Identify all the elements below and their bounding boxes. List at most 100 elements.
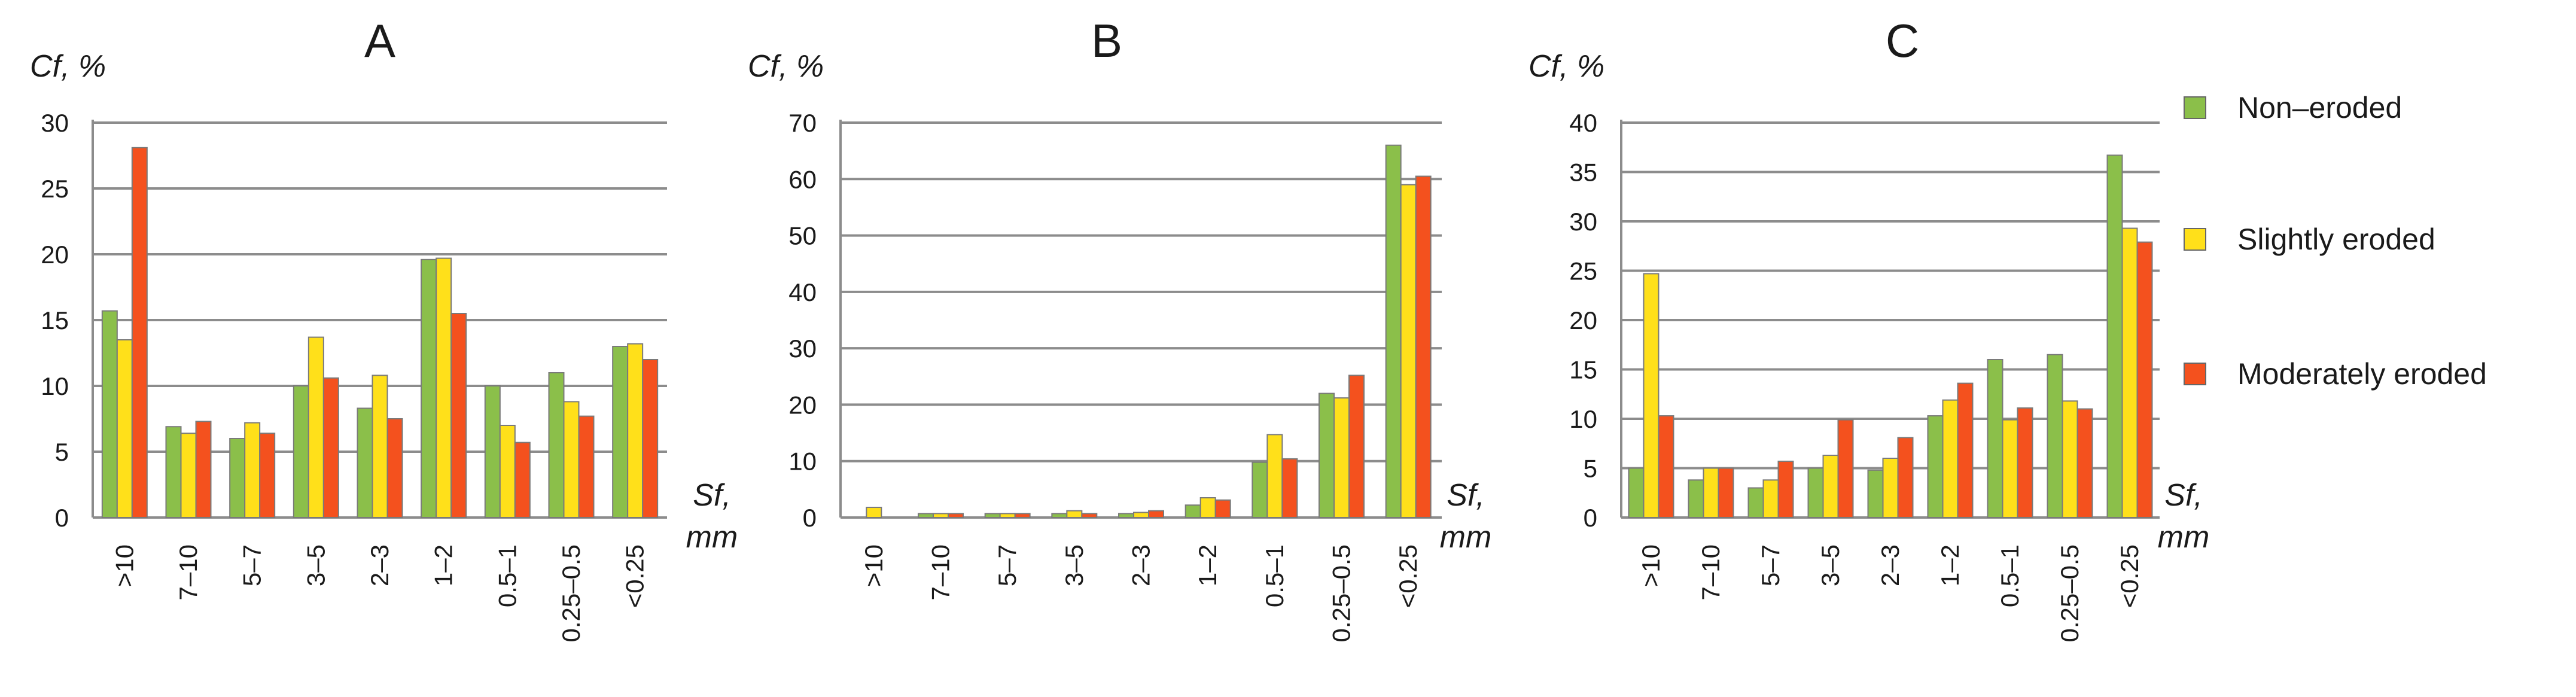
- legend-swatch-non-eroded: [2184, 96, 2206, 119]
- bar-moderately-eroded-3-5: [1837, 419, 1854, 519]
- bar-slightly-eroded-0-5-1: [2002, 419, 2018, 519]
- bar-slightly-eroded-2-3: [372, 375, 388, 519]
- bar-slightly-eroded-3-5: [307, 336, 324, 518]
- y-tick-label: 0: [803, 504, 817, 532]
- y-tick-label: 30: [788, 334, 817, 363]
- x-tick-label-3-5: 3–5: [1060, 544, 1088, 586]
- y-tick-label: 35: [1569, 159, 1597, 187]
- y-tick-label: 0: [1584, 504, 1597, 532]
- bar-moderately-eroded-3-5: [1081, 513, 1098, 519]
- bar-slightly-eroded-3-5: [1066, 510, 1083, 519]
- x-tick-label-gt10: >10: [860, 544, 888, 587]
- legend-item-slightly-eroded[interactable]: Slightly eroded: [2184, 221, 2435, 257]
- bar-moderately-eroded-0-5-1: [1281, 458, 1298, 519]
- bar-slightly-eroded-0-25-0-5: [1333, 397, 1350, 518]
- x-tick-label-1-2: 1–2: [1936, 544, 1964, 586]
- bar-non-eroded-0-5-1: [1987, 359, 2003, 518]
- x-tick-label-5-7: 5–7: [1756, 544, 1785, 586]
- bar-moderately-eroded-5-7: [1777, 460, 1794, 519]
- x-tick-label-2-3: 2–3: [1876, 544, 1904, 586]
- bar-slightly-eroded-0-25-0-5: [2062, 400, 2078, 518]
- bar-moderately-eroded-0-25-0-5: [578, 415, 595, 518]
- chart-c: 0 5 10 15 20 25 30 35 40 >10 7–10 5–7 3–5 2–3 1–2 0.5–1…: [1528, 14, 2209, 643]
- bar-moderately-eroded-7-10: [948, 513, 964, 519]
- y-tick-label: 20: [1569, 306, 1597, 334]
- legend-item-moderately-eroded[interactable]: Moderately eroded: [2184, 356, 2487, 392]
- legend-swatch-slightly-eroded: [2184, 228, 2206, 251]
- bar-moderately-eroded-lt0-25: [2136, 241, 2153, 518]
- x-tick-label-0-5-1: 0.5–1: [1260, 544, 1289, 607]
- y-axis-label: Cf, %: [1528, 49, 1604, 84]
- y-tick-label: 70: [788, 109, 817, 137]
- y-tick-label: 30: [41, 109, 69, 137]
- y-tick-label: 25: [41, 175, 69, 203]
- x-tick-label-7-10: 7–10: [1697, 544, 1725, 600]
- bar-non-eroded-lt0-25: [612, 346, 629, 518]
- y-tick-label: 40: [788, 278, 817, 306]
- x-tick-label-0-5-1: 0.5–1: [1996, 544, 2024, 607]
- bar-non-eroded-1-2: [1185, 504, 1201, 518]
- bar-slightly-eroded-0-25-0-5: [563, 401, 580, 519]
- y-tick-label: 50: [788, 222, 817, 250]
- bar-slightly-eroded-0-5-1: [1266, 434, 1283, 519]
- bar-non-eroded-3-5: [1051, 513, 1068, 519]
- x-axis-label-line1: Sf,: [2164, 478, 2203, 513]
- legend-label-non-eroded: Non–eroded: [2237, 91, 2403, 124]
- bar-moderately-eroded-1-2: [1957, 382, 1974, 518]
- bar-non-eroded-2-3: [1867, 469, 1884, 518]
- bar-slightly-eroded-lt0-25: [627, 343, 644, 518]
- y-tick-label: 20: [41, 241, 69, 269]
- chart-a: 0 5 10 15 20 25 30 >10 7–10 5–7 3–5 2–3 1–2 0.5–1 0.25…: [30, 14, 738, 643]
- x-tick-label-0-25-0-5: 0.25–0.5: [2056, 544, 2084, 643]
- y-tick-label: 40: [1569, 109, 1597, 137]
- chart-b: 0 10 20 30 40 50 60 70 >10 7–10 5–7 3–5 2–3 1–2 0.5–1 0…: [748, 14, 1491, 643]
- legend-label-moderately-eroded: Moderately eroded: [2237, 357, 2487, 391]
- bar-moderately-eroded-gt10: [131, 147, 148, 519]
- y-tick-label: 10: [41, 372, 69, 400]
- x-tick-label-lt0-25: <0.25: [2115, 544, 2143, 608]
- bar-slightly-eroded-gt10: [116, 339, 133, 518]
- x-tick-label-1-2: 1–2: [430, 544, 458, 586]
- bar-moderately-eroded-1-2: [1214, 499, 1231, 518]
- bar-slightly-eroded-gt10: [1643, 273, 1660, 518]
- x-tick-label-gt10: >10: [110, 544, 138, 587]
- y-axis-label: Cf, %: [30, 49, 106, 84]
- bar-slightly-eroded-5-7: [244, 422, 261, 518]
- legend-item-non-eroded[interactable]: Non–eroded: [2184, 90, 2402, 126]
- chart-title: A: [364, 14, 395, 67]
- bar-slightly-eroded-gt10: [866, 507, 882, 518]
- bar-moderately-eroded-0-5-1: [514, 442, 531, 518]
- bar-non-eroded-0-5-1: [1252, 461, 1268, 518]
- bar-non-eroded-1-2: [421, 258, 437, 518]
- bar-moderately-eroded-5-7: [1014, 513, 1031, 519]
- bar-non-eroded-0-25-0-5: [1319, 392, 1335, 518]
- y-tick-label: 5: [1584, 455, 1597, 483]
- y-tick-label: 25: [1569, 257, 1597, 285]
- x-tick-label-0-5-1: 0.5–1: [493, 544, 521, 607]
- bar-non-eroded-0-25-0-5: [2047, 354, 2063, 518]
- x-axis-label-line2: mm: [2158, 520, 2210, 555]
- bar-non-eroded-gt10: [1628, 467, 1645, 518]
- bar-non-eroded-2-3: [1118, 513, 1134, 519]
- bar-slightly-eroded-7-10: [933, 513, 949, 519]
- x-tick-label-lt0-25: <0.25: [1394, 544, 1422, 608]
- bar-non-eroded-3-5: [1807, 467, 1824, 518]
- bar-moderately-eroded-5-7: [259, 433, 276, 519]
- bar-slightly-eroded-1-2: [436, 257, 452, 518]
- bar-moderately-eroded-2-3: [1897, 437, 1914, 518]
- bar-non-eroded-1-2: [1927, 415, 1944, 518]
- x-tick-label-1-2: 1–2: [1193, 544, 1222, 586]
- bar-moderately-eroded-7-10: [1718, 467, 1734, 518]
- bar-non-eroded-5-7: [229, 438, 246, 518]
- y-tick-label: 5: [55, 438, 69, 466]
- bar-moderately-eroded-lt0-25: [1415, 175, 1432, 519]
- x-tick-label-5-7: 5–7: [993, 544, 1021, 586]
- x-tick-label-7-10: 7–10: [174, 544, 202, 600]
- x-tick-label-2-3: 2–3: [366, 544, 394, 586]
- bar-moderately-eroded-0-25-0-5: [2076, 408, 2093, 518]
- y-tick-label: 15: [1569, 356, 1597, 384]
- bar-slightly-eroded-1-2: [1199, 497, 1216, 518]
- chart-title: C: [1886, 14, 1919, 67]
- x-tick-label-3-5: 3–5: [1816, 544, 1844, 586]
